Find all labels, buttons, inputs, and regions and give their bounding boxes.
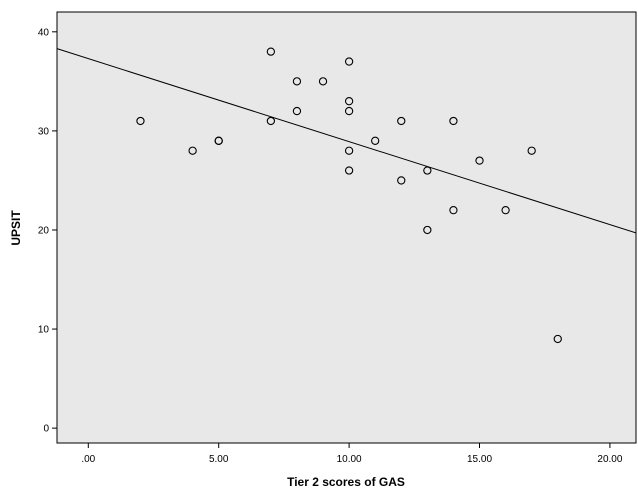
x-axis-ticks: .00 5.00 10.00 15.00 20.00 (81, 443, 623, 465)
data-point (266, 47, 276, 56)
y-tick-label: 30 (38, 126, 50, 137)
y-tick-label: 40 (38, 27, 50, 38)
y-tick-label: 10 (38, 325, 50, 336)
data-point (344, 57, 354, 66)
data-point (214, 136, 223, 145)
data-point (344, 97, 354, 106)
data-point (188, 146, 197, 155)
x-tick-label: .00 (81, 454, 95, 465)
x-axis-title: Tier 2 scores of GAS (287, 475, 405, 489)
data-point (397, 176, 406, 185)
data-point (266, 116, 276, 126)
y-axis-title: UPSIT (9, 210, 23, 246)
data-point (292, 106, 302, 116)
data-point (371, 136, 380, 145)
data-point (318, 77, 328, 86)
x-tick-label: 20.00 (597, 454, 622, 465)
y-axis-ticks: 0 10 20 30 40 (38, 27, 57, 435)
data-points (136, 47, 562, 344)
data-point (344, 146, 354, 155)
data-point (449, 206, 458, 215)
regression-line (56, 48, 637, 234)
data-point (527, 146, 536, 155)
y-tick-label: 20 (38, 225, 50, 236)
data-point (344, 106, 354, 116)
plot-area (56, 11, 637, 444)
data-point (423, 166, 432, 175)
data-point (292, 77, 302, 86)
data-point (344, 166, 354, 175)
x-tick-label: 15.00 (467, 454, 492, 465)
data-point (475, 156, 484, 165)
y-tick-label: 0 (43, 424, 49, 435)
data-point (423, 225, 432, 235)
data-point (501, 206, 510, 215)
data-point (136, 116, 145, 126)
data-point (397, 116, 406, 126)
x-tick-label: 10.00 (337, 454, 362, 465)
x-tick-label: 5.00 (209, 454, 229, 465)
data-point (449, 116, 458, 126)
data-point (553, 334, 562, 344)
